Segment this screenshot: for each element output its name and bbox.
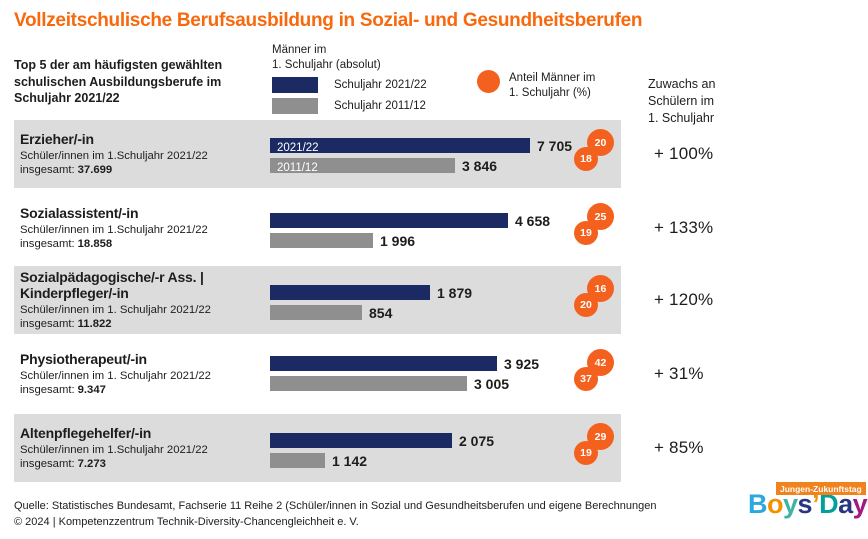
bar-2021-22-line: 2 075 (270, 432, 495, 449)
row-sozialpaedagogische-kinderpfleger: Sozialpädagogische/-r Ass. | Kinderpfleg… (14, 266, 713, 334)
bar-2021-22-line: 3 925 (270, 355, 540, 372)
bar-value-2021-22: 4 658 (515, 212, 551, 229)
row-label-block: Sozialassistent/-in Schüler/innen im 1.S… (20, 194, 265, 262)
bar-2011-12-line: 3 005 (270, 375, 510, 392)
bar-value-2021-22: 2 075 (459, 432, 495, 449)
row-subtitle: Schüler/innen im 1. Schuljahr 2021/22 ins… (20, 304, 211, 330)
bar-2021-22 (270, 356, 497, 371)
legend-label-2021-22: Schuljahr 2021/22 (334, 79, 427, 91)
bar-2021-22 (270, 285, 430, 300)
row-subtitle: Schüler/innen im 1.Schuljahr 2021/22 insg… (20, 444, 208, 470)
bar-value-2011-12: 1 996 (380, 232, 416, 249)
bar-2021-22 (270, 433, 452, 448)
boysday-letter: D (819, 489, 839, 519)
growth-value: + 85% (654, 438, 704, 457)
bar-2011-12-line: 1 142 (270, 452, 368, 469)
source-line1: Quelle: Statistisches Bundesamt, Fachser… (14, 500, 657, 512)
bar-value-2011-12: 1 142 (332, 452, 368, 469)
row-title: Sozialpädagogische/-r Ass. | Kinderpfleg… (20, 269, 204, 301)
percent-badge-2011-12: 37 (574, 367, 598, 391)
row-altenpflegehelfer: Altenpflegehelfer/-in Schüler/innen im 1… (14, 414, 703, 482)
row-title: Physiotherapeut/-in (20, 351, 147, 367)
row-label-block: Physiotherapeut/-in Schüler/innen im 1. … (20, 340, 265, 408)
bar-2021-22: 2021/22 (270, 138, 530, 154)
source-note: Quelle: Statistisches Bundesamt, Fachser… (14, 499, 656, 530)
legend-absolute-title: Männer im 1. Schuljahr (absolut) (272, 43, 381, 73)
bar-value-2021-22: 7 705 (537, 137, 573, 154)
row-label-block: Altenpflegehelfer/-in Schüler/innen im 1… (20, 414, 265, 482)
row-subtitle: Schüler/innen im 1.Schuljahr 2021/22 insg… (20, 150, 208, 176)
row-title: Altenpflegehelfer/-in (20, 425, 152, 441)
row-total: 7.273 (77, 458, 106, 470)
boysday-letter: B (748, 489, 768, 519)
row-total: 11.822 (77, 318, 112, 330)
bar-value-2011-12: 3 005 (474, 375, 510, 392)
row-erzieher: Erzieher/-in Schüler/innen im 1.Schuljah… (14, 120, 713, 188)
boysday-letter: s (797, 489, 813, 519)
row-total: 37.699 (77, 164, 113, 176)
page-title: Vollzeitschulische Berufsausbildung in S… (14, 10, 643, 31)
percent-badge-2011-12: 19 (574, 221, 598, 245)
bar-2021-22 (270, 213, 508, 228)
boysday-letter: a (838, 489, 853, 519)
legend-percent-label: Anteil Männer im 1. Schuljahr (%) (509, 71, 595, 101)
row-title: Sozialassistent/-in (20, 205, 139, 221)
legend-percent-label-line2: 1. Schuljahr (%) (509, 87, 591, 99)
bar-value-2021-22: 1 879 (437, 284, 473, 301)
source-line2: © 2024 | Kompetenzzentrum Technik-Divers… (14, 515, 359, 528)
bar-2011-12-line: 1 996 (270, 232, 416, 249)
row-subtitle: Schüler/innen im 1. Schuljahr 2021/22 ins… (20, 370, 211, 396)
growth-value: + 120% (654, 290, 714, 309)
row-physiotherapeut: Physiotherapeut/-in Schüler/innen im 1. … (14, 340, 703, 408)
bar-2011-12 (270, 453, 325, 468)
legend-percent-circle-icon (477, 70, 500, 93)
chart-subtitle: Top 5 der am häufigsten gewählten schuli… (14, 58, 223, 105)
legend-swatch-2011-12 (272, 98, 318, 114)
row-total: 18.858 (77, 238, 113, 250)
bar-2011-12-line: 854 (270, 304, 393, 321)
bar-inline-label: 2011/12 (277, 162, 318, 174)
legend-absolute-title-line1: Männer im (272, 44, 327, 56)
bar-value-2011-12: 854 (369, 304, 393, 321)
growth-value: + 100% (654, 144, 714, 163)
growth-column-header: Zuwachs an Schülern im 1. Schuljahr (648, 77, 716, 125)
bar-value-2011-12: 3 846 (462, 157, 498, 174)
boysday-letter: y (852, 489, 868, 519)
row-title: Erzieher/-in (20, 131, 94, 147)
row-label-block: Sozialpädagogische/-r Ass. | Kinderpfleg… (20, 266, 265, 334)
bar-2021-22-line: 2021/22 7 705 (270, 137, 573, 154)
bar-2011-12-line: 2011/12 3 846 (270, 157, 498, 174)
legend-absolute-title-line2: 1. Schuljahr (absolut) (272, 59, 381, 71)
boysday-badge: Jungen-Zukunftstag (776, 482, 866, 495)
bar-inline-label: 2021/22 (277, 142, 319, 154)
bar-value-2021-22: 3 925 (504, 355, 540, 372)
bar-2011-12 (270, 233, 373, 248)
percent-badge-2011-12: 18 (574, 147, 598, 171)
bar-2011-12 (270, 376, 467, 391)
percent-badge-2011-12: 20 (574, 293, 598, 317)
row-sozialassistent: Sozialassistent/-in Schüler/innen im 1.S… (14, 194, 713, 262)
legend-percent-label-line1: Anteil Männer im (509, 72, 596, 84)
bar-2021-22-line: 4 658 (270, 212, 551, 229)
bar-2021-22-line: 1 879 (270, 284, 473, 301)
percent-badge-2011-12: 19 (574, 441, 598, 465)
row-subtitle: Schüler/innen im 1.Schuljahr 2021/22 insg… (20, 224, 208, 250)
boysday-wordmark: Boys’Day (748, 489, 868, 520)
boysday-letter: o (767, 489, 784, 519)
row-label-block: Erzieher/-in Schüler/innen im 1.Schuljah… (20, 120, 265, 188)
legend-label-2011-12: Schuljahr 2011/12 (334, 100, 426, 112)
bar-2011-12 (270, 305, 362, 320)
boysday-letter: ’ (812, 489, 820, 519)
boysday-logo: Jungen-Zukunftstag Boys’Day (746, 481, 868, 533)
boysday-letter: y (783, 489, 798, 519)
bar-2011-12: 2011/12 (270, 158, 455, 174)
growth-value: + 133% (654, 218, 714, 237)
legend-swatch-2021-22 (272, 77, 318, 93)
growth-value: + 31% (654, 364, 704, 383)
row-total: 9.347 (77, 384, 106, 396)
